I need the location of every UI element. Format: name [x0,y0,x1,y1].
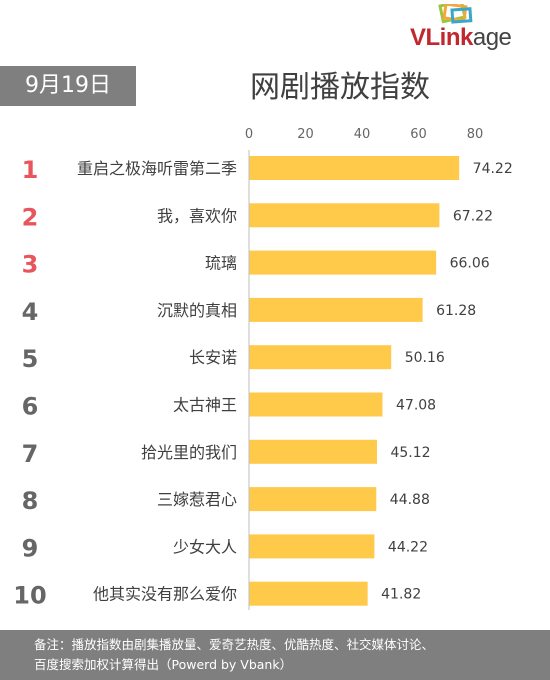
value-label: 47.08 [396,398,436,414]
category-label: 三嫁惹君心 [157,490,237,509]
rank-number: 4 [22,298,39,326]
rank-number: 1 [22,156,39,184]
category-label: 沉默的真相 [157,301,237,320]
bar [249,345,392,370]
bar [249,250,437,275]
bar [249,297,423,322]
bar [249,392,383,417]
value-label: 44.88 [390,492,430,508]
x-tick-label: 0 [245,127,253,142]
bar [249,439,377,464]
value-label: 66.06 [450,256,490,272]
footer-note: 备注：播放指数由剧集播放量、爱奇艺热度、优酷热度、社交媒体讨论、 百度搜索加权计… [0,630,550,680]
category-label: 重启之极海听雷第二季 [77,159,237,178]
category-label: 拾光里的我们 [141,443,237,462]
footer-line-2: 百度搜索加权计算得出（Powerd by Vbank） [34,657,293,672]
vlinkage-logo: VLinkage [402,0,542,60]
date-badge: 9月19日 [0,66,136,106]
rank-number: 7 [22,440,39,468]
rank-number: 3 [22,251,39,279]
category-label: 太古神王 [173,396,237,415]
value-label: 41.82 [381,587,421,603]
bar-chart: 0 20 40 60 80 1 重启之极海听雷第二季 74.22 2 我，喜欢你 67.22 3 琉璃 6… [13,127,513,610]
bar [249,581,368,606]
logo-text: VLinkage [410,24,512,51]
category-label: 少女大人 [173,537,237,556]
value-label: 67.22 [453,208,493,224]
bar [249,203,440,228]
x-tick-label: 60 [410,127,427,142]
value-label: 61.28 [436,303,476,319]
x-tick-label: 20 [297,127,314,142]
x-tick-label: 40 [354,127,371,142]
value-label: 74.22 [473,161,513,177]
category-label: 我，喜欢你 [157,206,237,225]
category-label: 琉璃 [205,254,237,273]
value-label: 45.12 [390,445,430,461]
value-label: 44.22 [388,539,428,555]
footer-line-1: 备注：播放指数由剧集播放量、爱奇艺热度、优酷热度、社交媒体讨论、 [34,637,435,652]
logo-graphic-icon [438,0,473,24]
rank-number: 5 [22,345,39,373]
rank-number: 9 [22,534,39,562]
rank-number: 8 [22,487,39,515]
bar [249,534,375,559]
category-label: 他其实没有那么爱你 [93,585,237,604]
category-label: 长安诺 [189,348,237,367]
rank-number: 10 [13,582,46,610]
rank-number: 2 [22,203,39,231]
bar [249,487,377,512]
chart-title: 网剧播放指数 [250,70,430,105]
x-tick-label: 80 [467,127,484,142]
value-label: 50.16 [405,350,445,366]
rank-number: 6 [22,393,39,421]
bar [249,156,460,180]
